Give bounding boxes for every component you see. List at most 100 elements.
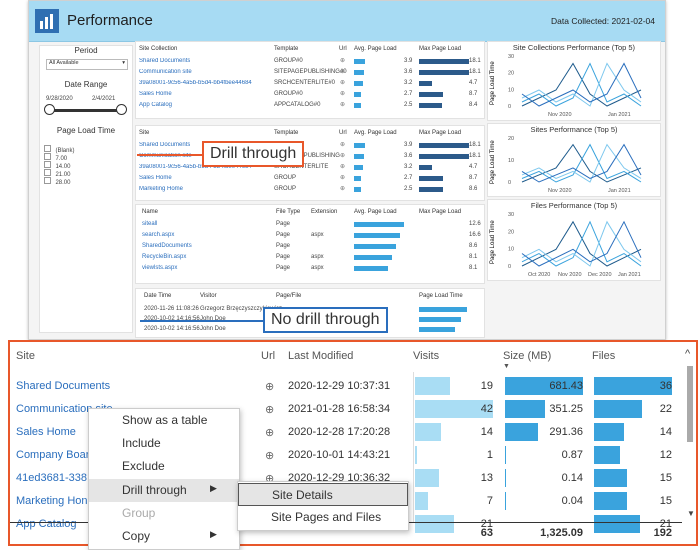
period-dropdown[interactable]: All Available ▾ bbox=[46, 59, 128, 70]
context-menu: Show as a table Include Exclude Drill th… bbox=[88, 408, 240, 550]
cell-site-link[interactable]: App Catalog bbox=[16, 518, 77, 530]
col-max-page-load[interactable]: Max Page Load bbox=[419, 46, 462, 52]
cell-site-link[interactable]: Company Boar bbox=[16, 449, 90, 461]
table-row[interactable]: Sales Home ⊕ 2020-12-28 17:20:28 14 291.36 14 bbox=[10, 421, 680, 444]
link-icon[interactable]: ⊕ bbox=[340, 69, 346, 75]
col-template[interactable]: Template bbox=[274, 46, 299, 52]
col-url[interactable]: Url bbox=[339, 130, 347, 136]
menu-item-copy[interactable]: Copy ▶ bbox=[122, 529, 217, 543]
chart-series-line bbox=[521, 143, 642, 183]
cell-name[interactable]: Shared Documents bbox=[139, 58, 191, 64]
cell-name[interactable]: Shared Documents bbox=[139, 142, 191, 148]
page-load-option[interactable]: 7.00 bbox=[44, 147, 74, 162]
col-template[interactable]: Template bbox=[274, 130, 299, 136]
cell-name[interactable]: Communication site bbox=[139, 69, 192, 75]
col-url[interactable]: Url bbox=[339, 46, 347, 52]
cell-name[interactable]: Marketing Home bbox=[139, 186, 184, 192]
link-icon[interactable]: ⊕ bbox=[340, 164, 346, 170]
menu-item-exclude[interactable]: Exclude bbox=[122, 459, 165, 473]
col-max-page-load[interactable]: Max Page Load bbox=[419, 209, 462, 215]
col-site-collection[interactable]: Site Collection bbox=[139, 46, 178, 52]
col-page-file[interactable]: Page/File bbox=[276, 293, 302, 299]
scrollbar-thumb[interactable] bbox=[687, 366, 693, 442]
cell-name[interactable]: RecycleBin.aspx bbox=[142, 254, 187, 260]
cell-name[interactable]: Sales Home bbox=[139, 175, 172, 181]
col-site[interactable]: Site bbox=[16, 350, 35, 362]
col-visitor[interactable]: Visitor bbox=[200, 293, 217, 299]
cell-site-link[interactable]: 41ed3681-338 bbox=[16, 472, 87, 484]
col-file-type[interactable]: File Type bbox=[276, 209, 301, 215]
cell-name[interactable]: Sales Home bbox=[139, 91, 172, 97]
link-icon[interactable]: ⊕ bbox=[265, 427, 275, 439]
scroll-down-icon[interactable]: ▼ bbox=[687, 509, 695, 518]
link-icon[interactable]: ⊕ bbox=[265, 473, 275, 485]
table-row[interactable]: Shared Documents ⊕ 2020-12-29 10:37:31 19 68… bbox=[10, 375, 680, 398]
col-size[interactable]: Size (MB) bbox=[503, 350, 552, 362]
cell-name[interactable]: 39a08001-9c56-4a5b-b5d4-bb4fbee44684 bbox=[139, 80, 252, 86]
menu-item-drill-through[interactable]: Drill through ▶ bbox=[89, 479, 239, 502]
cell-site-link[interactable]: Shared Documents bbox=[16, 380, 111, 392]
link-icon[interactable]: ⊕ bbox=[340, 186, 346, 192]
cell-name[interactable]: 39a08001-9c56-4a5b-b5d4-bb4fbee44684 bbox=[139, 164, 252, 170]
page-load-option[interactable]: 14.00 bbox=[44, 155, 74, 170]
table-row[interactable]: Company Boar ⊕ 2020-10-01 14:43:21 1 0.87 12 bbox=[10, 444, 680, 467]
cell-site-link[interactable]: Sales Home bbox=[16, 426, 76, 438]
link-icon[interactable]: ⊕ bbox=[340, 91, 346, 97]
link-icon[interactable]: ⊕ bbox=[265, 450, 275, 462]
submenu-item-site-pages-files[interactable]: Site Pages and Files bbox=[271, 510, 382, 524]
col-avg-page-load[interactable]: Avg. Page Load bbox=[354, 209, 397, 215]
cell-avg: 3.9 bbox=[404, 142, 413, 148]
link-icon[interactable]: ⊕ bbox=[340, 153, 346, 159]
date-range-start[interactable]: 9/28/2020 bbox=[46, 96, 73, 102]
powerbi-logo-icon bbox=[35, 9, 59, 33]
page-load-option[interactable]: 28.00 bbox=[44, 171, 74, 186]
col-extension[interactable]: Extension bbox=[311, 209, 338, 215]
menu-item-include[interactable]: Include bbox=[122, 436, 161, 450]
cell-template: SITEPAGEPUBLISHING bbox=[274, 153, 340, 159]
col-page-load-time[interactable]: Page Load Time bbox=[419, 293, 463, 299]
link-icon[interactable]: ⊕ bbox=[265, 381, 275, 393]
menu-item-show-as-table[interactable]: Show as a table bbox=[122, 413, 208, 427]
chart-ytick: 30 bbox=[508, 54, 514, 60]
date-slider-start-handle[interactable] bbox=[44, 104, 55, 115]
link-icon[interactable]: ⊕ bbox=[340, 102, 346, 108]
col-site[interactable]: Site bbox=[139, 130, 150, 136]
cell-visits: 14 bbox=[480, 426, 493, 438]
page-load-option[interactable]: 21.00 bbox=[44, 163, 74, 178]
col-avg-page-load[interactable]: Avg. Page Load bbox=[354, 130, 397, 136]
link-icon[interactable]: ⊕ bbox=[265, 404, 275, 416]
submenu-item-site-details[interactable]: Site Details bbox=[238, 483, 408, 506]
cell-name[interactable]: App Catalog bbox=[139, 102, 173, 108]
cell-last-modified: 2020-12-28 17:20:28 bbox=[288, 426, 391, 438]
sort-desc-icon[interactable]: ▼ bbox=[503, 363, 510, 370]
link-icon[interactable]: ⊕ bbox=[340, 142, 346, 148]
cell-name[interactable]: siteall bbox=[142, 221, 158, 227]
avg-bar bbox=[354, 81, 363, 86]
col-files[interactable]: Files bbox=[592, 350, 616, 362]
cell-max: 8.6 bbox=[469, 243, 478, 249]
cell-name[interactable]: viewlsts.aspx bbox=[142, 265, 178, 271]
cell-name[interactable]: SharedDocuments bbox=[142, 243, 192, 249]
col-visits[interactable]: Visits bbox=[413, 350, 440, 362]
col-date-time[interactable]: Date Time bbox=[144, 293, 172, 299]
chart-series-line bbox=[521, 62, 642, 107]
cell-last-modified: 2020-12-29 10:37:31 bbox=[288, 380, 391, 392]
col-url[interactable]: Url bbox=[261, 350, 276, 362]
link-icon[interactable]: ⊕ bbox=[340, 80, 346, 86]
link-icon[interactable]: ⊕ bbox=[340, 58, 346, 64]
page-load-option[interactable]: (Blank) bbox=[44, 139, 74, 154]
cell-name[interactable]: search.aspx bbox=[142, 232, 175, 238]
date-range-end[interactable]: 2/4/2021 bbox=[92, 96, 116, 102]
cell-name[interactable]: Communication site bbox=[139, 153, 192, 159]
link-icon[interactable]: ⊕ bbox=[340, 175, 346, 181]
col-last-modified[interactable]: Last Modified bbox=[288, 350, 354, 362]
cell-site-link[interactable]: Marketing Hon bbox=[16, 495, 88, 507]
col-avg-page-load[interactable]: Avg. Page Load bbox=[354, 46, 397, 52]
scroll-up-icon[interactable]: ^ bbox=[685, 348, 691, 360]
date-slider-end-handle[interactable] bbox=[116, 104, 127, 115]
files-bar bbox=[594, 377, 672, 395]
col-name[interactable]: Name bbox=[142, 209, 159, 215]
col-max-page-load[interactable]: Max Page Load bbox=[419, 130, 462, 136]
